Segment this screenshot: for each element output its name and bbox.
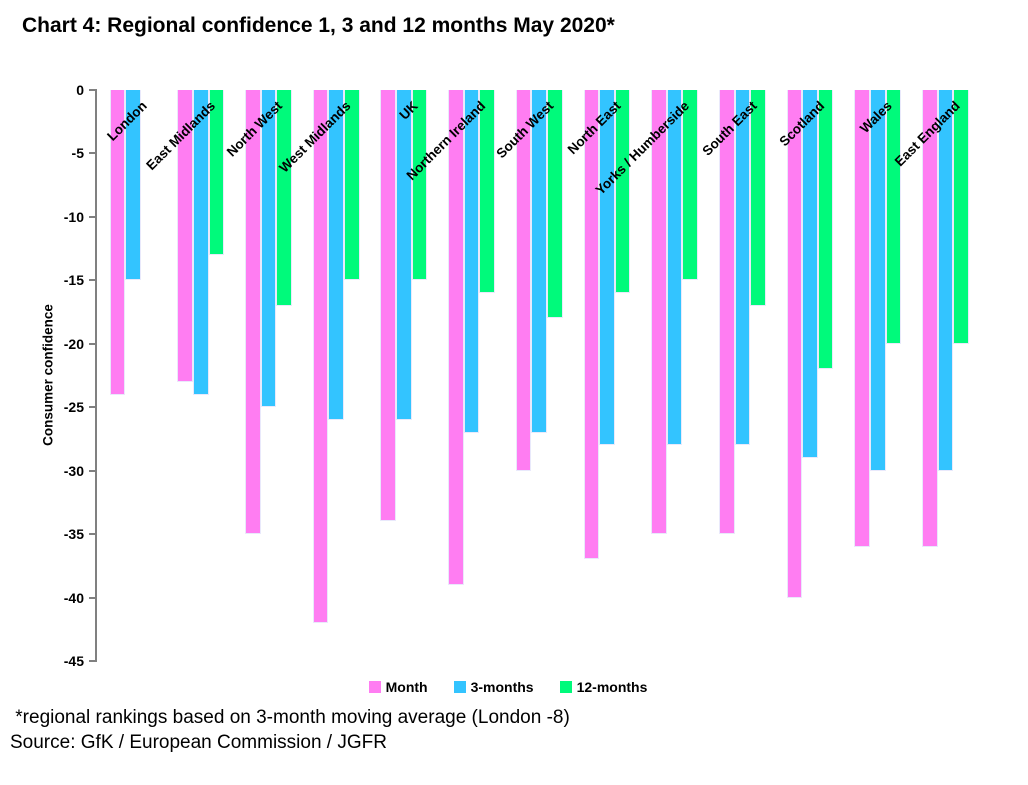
y-tick-mark (89, 152, 97, 155)
bar-3-months-south-west (531, 90, 548, 433)
y-tick-label: -25 (63, 399, 84, 416)
bar-3-months-scotland (802, 90, 818, 458)
bar-month-yorks-humberside (651, 90, 667, 535)
bar-12-months-north-east (614, 90, 631, 294)
y-tick-mark (89, 342, 97, 345)
y-tick-label: -45 (63, 653, 84, 669)
footnote-rankings: *regional rankings based on 3-month movi… (10, 707, 570, 728)
y-tick-label: -10 (63, 208, 84, 225)
legend-label: 3-months (470, 679, 534, 695)
y-tick-mark (89, 215, 97, 218)
bar-month-south-west (515, 90, 532, 471)
legend-swatch-icon (559, 681, 572, 693)
bar-3-months-north-west (260, 90, 277, 408)
y-tick-label: -30 (63, 462, 84, 479)
y-tick-label: 0 (76, 82, 84, 98)
y-axis-title: Consumer confidence (40, 304, 56, 446)
bar-month-east-midlands (177, 90, 193, 382)
bar-month-london (109, 90, 126, 395)
y-tick-mark (89, 596, 97, 599)
bar-12-months-east-midlands (208, 90, 225, 255)
y-tick-label: -15 (63, 272, 84, 289)
legend-swatch-icon (368, 681, 381, 693)
bar-3-months-uk (396, 90, 412, 420)
bar-12-months-north-west (276, 90, 292, 306)
bar-month-wales (854, 90, 870, 547)
bar-3-months-north-east (599, 90, 615, 446)
bar-month-northern-ireland (448, 90, 464, 585)
bar-12-months-south-east (750, 90, 766, 306)
y-tick-mark (89, 533, 97, 536)
bar-12-months-yorks-humberside (682, 90, 699, 281)
y-tick-mark (89, 279, 97, 282)
y-tick-mark (89, 469, 97, 472)
bar-12-months-east-england (953, 90, 969, 344)
legend: Month 3-months 12-months (95, 679, 921, 695)
bar-month-east-england (922, 90, 938, 547)
legend-item-3-months: 3-months (453, 679, 534, 695)
bar-12-months-northern-ireland (479, 90, 495, 294)
legend-label: 12-months (576, 679, 648, 695)
bar-12-months-scotland (817, 90, 834, 370)
plot-area: 0 -5 -10 -15 -20 -25 -30 -35 -40 -45 London East Mi… (64, 82, 977, 669)
legend-item-month: Month (368, 679, 428, 695)
bar-12-months-west-midlands (343, 90, 360, 281)
bar-12-months-wales (885, 90, 902, 344)
bar-3-months-east-midlands (192, 90, 209, 395)
bar-month-uk (380, 90, 397, 522)
bar-3-months-yorks-humberside (666, 90, 683, 446)
bar-month-north-east (583, 90, 600, 560)
bar-3-months-northern-ireland (463, 90, 480, 433)
bar-3-months-east-england (937, 90, 954, 471)
bar-12-months-south-west (547, 90, 563, 319)
y-tick-mark (89, 406, 97, 409)
bar-month-scotland (786, 90, 803, 598)
bar-3-months-london (125, 90, 141, 281)
legend-label: Month (385, 679, 428, 695)
bar-3-months-west-midlands (328, 90, 344, 420)
bar-12-months-uk (411, 90, 428, 281)
y-tick-mark (89, 89, 97, 91)
y-tick-label: -35 (63, 526, 84, 543)
legend-swatch-icon (453, 681, 466, 693)
y-tick-label: -20 (63, 335, 84, 352)
y-tick-label: -40 (63, 589, 84, 606)
bar-month-south-east (718, 90, 735, 535)
bar-3-months-wales (869, 90, 886, 471)
bar-month-west-midlands (312, 90, 329, 623)
bar-3-months-south-east (734, 90, 751, 446)
footnote-source: Source: GfK / European Commission / JGFR (10, 732, 387, 753)
legend-item-12-months: 12-months (559, 679, 648, 695)
bar-month-north-west (245, 90, 261, 535)
y-tick-mark (89, 660, 97, 662)
y-tick-label: -5 (71, 145, 84, 162)
chart-title: Chart 4: Regional confidence 1, 3 and 12… (22, 14, 615, 37)
